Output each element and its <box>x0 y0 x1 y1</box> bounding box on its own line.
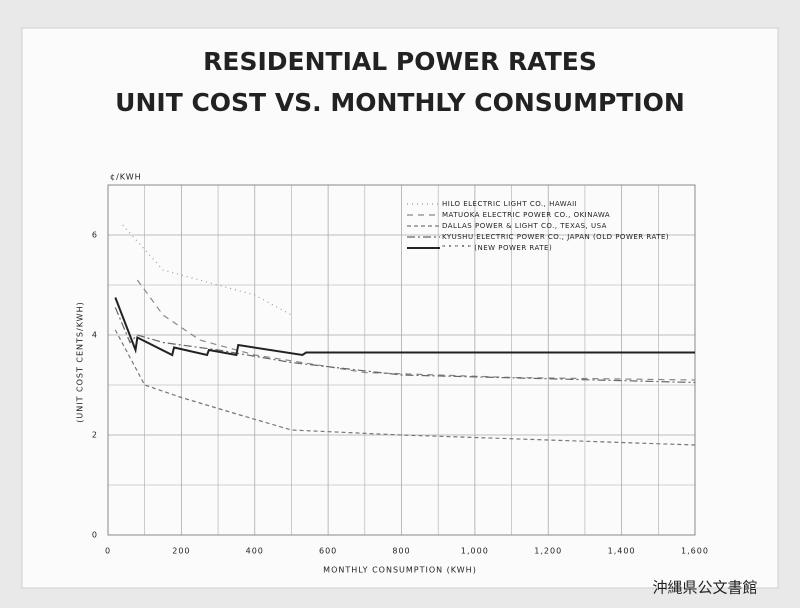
x-tick-label: 1,600 <box>681 547 709 556</box>
legend-label: KYUSHU ELECTRIC POWER CO., JAPAN (OLD PO… <box>442 233 669 241</box>
y-axis-label: (UNIT COST CENTS/KWH) <box>76 301 85 422</box>
x-tick-label: 200 <box>172 547 190 556</box>
chart-subtitle: UNIT COST VS. MONTHLY CONSUMPTION <box>115 88 685 117</box>
series-line <box>114 297 695 357</box>
paper <box>21 27 779 589</box>
series-line <box>122 224 292 316</box>
x-tick-label: 1,200 <box>534 547 562 556</box>
legend-label: MATUOKA ELECTRIC POWER CO., OKINAWA <box>442 211 610 219</box>
y-tick-label: 6 <box>92 231 98 240</box>
x-tick-label: 800 <box>392 547 410 556</box>
x-tick-label: 1,400 <box>608 547 636 556</box>
series-line <box>136 279 696 381</box>
plot-frame <box>107 184 696 536</box>
x-axis-label: MONTHLY CONSUMPTION (KWH) <box>323 566 477 575</box>
y-tick-label: 4 <box>92 331 98 340</box>
x-tick-label: 1,000 <box>461 547 489 556</box>
y-tick-label: 2 <box>92 431 98 440</box>
x-tick-label: 0 <box>105 547 111 556</box>
x-tick-label: 600 <box>319 547 337 556</box>
x-tick-label: 400 <box>246 547 264 556</box>
legend-label: " " " " " (NEW POWER RATE) <box>442 244 552 252</box>
series-line <box>114 329 696 446</box>
chart-title: RESIDENTIAL POWER RATES <box>203 47 597 76</box>
legend-label: HILO ELECTRIC LIGHT CO., HAWAII <box>442 200 577 208</box>
watermark: 沖縄県公文書館 <box>652 579 757 597</box>
y-tick-label: 0 <box>92 531 98 540</box>
y-unit: ¢/KWH <box>110 173 142 182</box>
legend-label: DALLAS POWER & LIGHT CO., TEXAS, USA <box>442 222 607 230</box>
